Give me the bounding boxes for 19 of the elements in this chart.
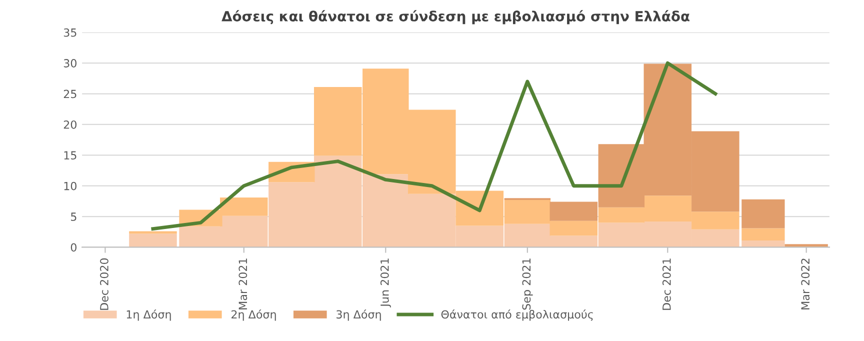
y-tick-label: 10 [64,182,76,190]
legend-label: Θάνατοι από εμβολιασμούς [441,310,593,321]
y-tick-label: 30 [64,59,76,68]
x-tick-label: Dec 2020 [100,258,108,310]
y-tick-label: 5 [71,212,76,221]
chart-title: Δόσεις και θάνατοι σε σύνδεση με εμβολιασμό στην Ελλάδα [222,10,690,24]
x-tick-label: Sep 2021 [522,258,533,310]
y-tick-label: 15 [64,151,76,160]
legend-label: 1η Δόση [126,310,171,321]
x-tick-label: Mar 2021 [238,258,248,310]
x-tick-label: Dec 2021 [662,258,671,310]
x-tick-label: Jun 2021 [380,258,391,308]
y-tick-label: 25 [64,90,76,98]
y-tick-label: 35 [64,28,76,37]
y-tick-label: 20 [64,120,76,129]
legend-label: 3η Δόση [336,310,381,321]
legend-label: 2η Δόση [231,310,276,321]
x-tick-label: Mar 2022 [801,258,810,310]
y-tick-label: 0 [70,243,76,252]
